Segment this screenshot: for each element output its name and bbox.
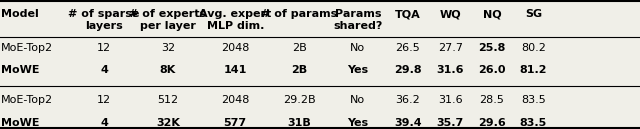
Text: Params
shared?: Params shared? bbox=[333, 9, 383, 31]
Text: 2B: 2B bbox=[291, 65, 307, 75]
Text: Yes: Yes bbox=[347, 118, 369, 128]
Text: 12: 12 bbox=[97, 95, 111, 106]
Text: 25.8: 25.8 bbox=[478, 43, 506, 53]
Text: 31.6: 31.6 bbox=[436, 65, 464, 75]
Text: 29.8: 29.8 bbox=[394, 65, 422, 75]
Text: NQ: NQ bbox=[483, 9, 501, 19]
Text: 32: 32 bbox=[161, 43, 175, 53]
Text: TQA: TQA bbox=[395, 9, 420, 19]
Text: 31B: 31B bbox=[287, 118, 311, 128]
Text: # of sparse
layers: # of sparse layers bbox=[68, 9, 140, 31]
Text: MoE-Top2: MoE-Top2 bbox=[1, 43, 53, 53]
Text: 4: 4 bbox=[100, 118, 108, 128]
Text: WQ: WQ bbox=[440, 9, 461, 19]
Text: Avg. expert
MLP dim.: Avg. expert MLP dim. bbox=[199, 9, 271, 31]
Text: 26.5: 26.5 bbox=[396, 43, 420, 53]
Text: 12: 12 bbox=[97, 43, 111, 53]
Text: 2048: 2048 bbox=[221, 43, 250, 53]
Text: # of experts
per layer: # of experts per layer bbox=[129, 9, 207, 31]
Text: No: No bbox=[350, 43, 365, 53]
Text: 83.5: 83.5 bbox=[520, 118, 547, 128]
Text: MoWE: MoWE bbox=[1, 118, 40, 128]
Text: 512: 512 bbox=[157, 95, 179, 106]
Text: Model: Model bbox=[1, 9, 39, 19]
Text: 27.7: 27.7 bbox=[438, 43, 463, 53]
Text: 39.4: 39.4 bbox=[394, 118, 422, 128]
Text: 26.0: 26.0 bbox=[478, 65, 506, 75]
Text: 29.6: 29.6 bbox=[478, 118, 506, 128]
Text: SG: SG bbox=[525, 9, 542, 19]
Text: 2048: 2048 bbox=[221, 95, 250, 106]
Text: 2B: 2B bbox=[292, 43, 307, 53]
Text: 577: 577 bbox=[223, 118, 247, 128]
Text: Yes: Yes bbox=[347, 65, 369, 75]
Text: 35.7: 35.7 bbox=[436, 118, 464, 128]
Text: 83.5: 83.5 bbox=[521, 95, 546, 106]
Text: MoE-Top2: MoE-Top2 bbox=[1, 95, 53, 106]
Text: 80.2: 80.2 bbox=[521, 43, 546, 53]
Text: MoWE: MoWE bbox=[1, 65, 40, 75]
Text: 36.2: 36.2 bbox=[396, 95, 420, 106]
Text: 81.2: 81.2 bbox=[520, 65, 547, 75]
Text: # of params: # of params bbox=[261, 9, 337, 19]
Text: 32K: 32K bbox=[156, 118, 180, 128]
Text: No: No bbox=[350, 95, 365, 106]
Text: 8K: 8K bbox=[160, 65, 176, 75]
Text: 29.2B: 29.2B bbox=[283, 95, 316, 106]
Text: 141: 141 bbox=[223, 65, 247, 75]
Text: 28.5: 28.5 bbox=[479, 95, 504, 106]
Text: 31.6: 31.6 bbox=[438, 95, 463, 106]
Text: 4: 4 bbox=[100, 65, 108, 75]
